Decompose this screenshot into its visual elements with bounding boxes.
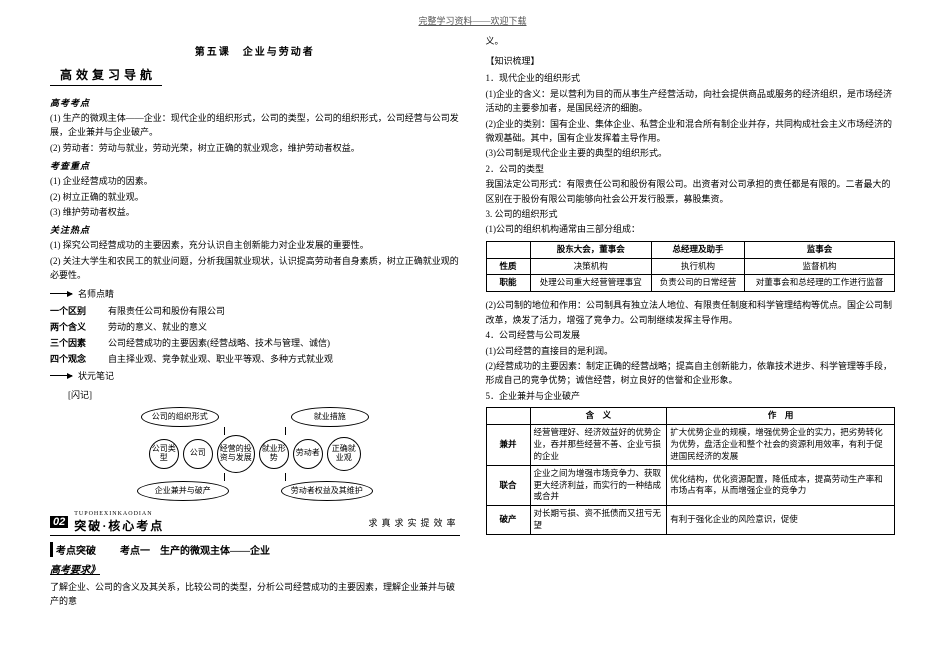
t1-h1: 股东大会，董事会 — [530, 241, 652, 258]
gz-item-2: (2) 关注大学生和农民工的就业问题，分析我国就业现状，认识提高劳动者自身素质，… — [50, 254, 460, 283]
r4: 4．公司经营与公司发展 — [486, 328, 896, 342]
arrow-icon — [50, 293, 72, 294]
gaokao-kaodian-head: 高考考点 — [50, 96, 460, 109]
r1-1: (1)企业的含义：是以营利为目的而从事生产经营活动，向社会提供商品或服务的经济组… — [486, 87, 896, 116]
gaokao-yaoqiu: 高考要求》 — [50, 561, 460, 576]
r5: 5．企业兼并与企业破产 — [486, 389, 896, 403]
section-bar: 02 TUPOHEXINKAODIAN 突破·核心考点 求真求实提效率 — [50, 511, 460, 536]
t1-r1b: 执行机构 — [652, 258, 745, 275]
kaocha-zhongdian-head: 考查重点 — [50, 159, 460, 172]
brief-row-4: 四个观念 自主择业观、竞争就业观、职业平等观、多种方式就业观 — [50, 352, 460, 365]
t2-r1b: 扩大优势企业的规模，增强优势企业的实力，把劣势转化为优势，盘活企业和整个社会的资… — [667, 424, 895, 465]
diagram-c2: 公司 — [183, 439, 213, 469]
r4-2: (2)经营成功的主要因素：制定正确的经营战略；提高自主创新能力，依靠技术进步、科… — [486, 359, 896, 388]
t2-r3b: 有利于强化企业的风险意识，促使 — [667, 506, 895, 535]
t1-r1c: 监督机构 — [745, 258, 895, 275]
r1-2: (2)企业的类别：国有企业、集体企业、私营企业和混合所有制企业并存，共同构成社会… — [486, 117, 896, 146]
t1-r2b: 负责公司的日常经营 — [652, 275, 745, 292]
r1-3: (3)公司制是现代企业主要的典型的组织形式。 — [486, 146, 896, 160]
gk-item-2: (2) 劳动者：劳动与就业，劳动光荣，树立正确的就业观念，维护劳动者权益。 — [50, 141, 460, 155]
t2-r1l: 兼并 — [486, 424, 530, 465]
t1-h3: 监事会 — [745, 241, 895, 258]
brief-right-4: 自主择业观、竞争就业观、职业平等观、多种方式就业观 — [108, 352, 333, 365]
kaodian-row: 考点突破 考点一 生产的微观主体——企业 — [50, 542, 460, 557]
diagram-c4: 就业形势 — [259, 439, 289, 469]
nav-title: 高效复习导航 — [50, 66, 162, 86]
r3: 3. 公司的组织形式 — [486, 207, 896, 221]
diagram-c5: 劳动者 — [293, 439, 323, 469]
kaodian-title: 考点一 生产的微观主体——企业 — [120, 542, 270, 557]
diagram-c3: 经营的投资与发展 — [217, 435, 255, 473]
two-column-layout: 第五课 企业与劳动者 高效复习导航 高考考点 (1) 生产的微观主体——企业：现… — [0, 33, 945, 619]
merge-table: 含 义 作 用 兼并 经营管理好、经济效益好的优势企业，吞并那些经营不善、企业亏… — [486, 407, 896, 535]
kz-item-2: (2) 树立正确的就业观。 — [50, 190, 460, 204]
brief-left-1: 一个区别 — [50, 304, 86, 317]
brief-left-3: 三个因素 — [50, 336, 86, 349]
left-column: 第五课 企业与劳动者 高效复习导航 高考考点 (1) 生产的微观主体——企业：现… — [50, 33, 460, 609]
t1-r1l: 性质 — [486, 258, 530, 275]
brief-row-1: 一个区别 有限责任公司和股份有限公司 — [50, 304, 460, 317]
t1-r2l: 职能 — [486, 275, 530, 292]
section-cn: 突破·核心考点 — [74, 517, 164, 534]
page-header: 完整学习资料——欢迎下载 — [0, 0, 945, 33]
kaodian-label: 考点突破 — [50, 542, 96, 557]
diagram-top-2: 就业措施 — [291, 407, 369, 427]
t2-r3a: 对长期亏损、资不抵债而又扭亏无望 — [530, 506, 667, 535]
r1: 1．现代企业的组织形式 — [486, 71, 896, 85]
brief-right-2: 劳动的意义、就业的意义 — [108, 320, 207, 333]
t2-r1a: 经营管理好、经济效益好的优势企业，吞并那些经营不善、企业亏损的企业 — [530, 424, 667, 465]
t2-h1: 含 义 — [530, 408, 667, 425]
t2-r2a: 企业之间为增强市场竞争力、获取更大经济利益，而实行的一种结成或合并 — [530, 465, 667, 506]
cont-yi: 义。 — [486, 34, 896, 48]
brief-right-3: 公司经营成功的主要因素(经营战略、技术与管理、诚信) — [108, 336, 330, 349]
t1-r1a: 决策机构 — [530, 258, 652, 275]
mingshi-label: 名师点睛 — [78, 287, 114, 300]
diagram-c6: 正确就业观 — [327, 437, 361, 471]
brief-left-2: 两个含义 — [50, 320, 86, 333]
brief-left-4: 四个观念 — [50, 352, 86, 365]
guanzhu-redian-head: 关注热点 — [50, 223, 460, 236]
zhuangyuan-row: 状元笔记 — [50, 369, 460, 382]
section-num: 02 — [50, 516, 68, 528]
section-right: 求真求实提效率 — [368, 516, 459, 529]
diagram-bot-1: 企业兼并与破产 — [137, 481, 229, 501]
org-table: 股东大会，董事会 总经理及助手 监事会 性质 决策机构 执行机构 监督机构 职能… — [486, 241, 896, 293]
brief-row-3: 三个因素 公司经营成功的主要因素(经营战略、技术与管理、诚信) — [50, 336, 460, 349]
t1-r2a: 处理公司重大经营管理事宜 — [530, 275, 652, 292]
brief-row-2: 两个含义 劳动的意义、就业的意义 — [50, 320, 460, 333]
r2-1: 我国法定公司形式：有限责任公司和股份有限公司。出资者对公司承担的责任都是有限的。… — [486, 177, 896, 206]
diagram-bot-2: 劳动者权益及其维护 — [281, 481, 373, 501]
arrow-icon — [50, 375, 72, 376]
kz-item-1: (1) 企业经营成功的因素。 — [50, 174, 460, 188]
t2-r2b: 优化结构，优化资源配置，降低成本，提高劳动生产率和市场占有率，从而增强企业的竞争… — [667, 465, 895, 506]
r2: 2．公司的类型 — [486, 162, 896, 176]
gk-item-1: (1) 生产的微观主体——企业：现代企业的组织形式，公司的类型，公司的组织形式，… — [50, 111, 460, 140]
lesson-title: 第五课 企业与劳动者 — [50, 43, 460, 58]
t1-h2: 总经理及助手 — [652, 241, 745, 258]
section-pinyin: TUPOHEXINKAODIAN — [74, 511, 164, 517]
right-column: 义。 【知识梳理】 1．现代企业的组织形式 (1)企业的含义：是以营利为目的而从… — [486, 33, 896, 609]
brief-right-1: 有限责任公司和股份有限公司 — [108, 304, 225, 317]
t2-r2l: 联合 — [486, 465, 530, 506]
gaokao-yaoqiu-text: 了解企业、公司的含义及其关系，比较公司的类型，分析公司经营成功的主要因素，理解企… — [50, 580, 460, 609]
flash-label: [闪记] — [68, 388, 460, 401]
t1-r2c: 对董事会和总经理的工作进行监督 — [745, 275, 895, 292]
mingshi-row: 名师点睛 — [50, 287, 460, 300]
flash-block: [闪记] — [68, 388, 460, 401]
r3-1: (1)公司的组织机构通常由三部分组成： — [486, 222, 896, 236]
r4-1: (1)公司经营的直接目的是利润。 — [486, 344, 896, 358]
t2-r3l: 破产 — [486, 506, 530, 535]
diagram-c1: 公司类型 — [149, 439, 179, 469]
kz-item-3: (3) 维护劳动者权益。 — [50, 205, 460, 219]
gz-item-1: (1) 探究公司经营成功的主要因素，充分认识自主创新能力对企业发展的重要性。 — [50, 238, 460, 252]
zhishi-shuli: 【知识梳理】 — [486, 54, 896, 67]
t2-h2: 作 用 — [667, 408, 895, 425]
zhuangyuan-label: 状元笔记 — [78, 369, 114, 382]
concept-diagram: 公司的组织形式 就业措施 公司类型 公司 经营的投资与发展 就业形势 劳动者 正… — [125, 407, 385, 501]
diagram-top-1: 公司的组织形式 — [141, 407, 219, 427]
r3-2: (2)公司制的地位和作用：公司制具有独立法人地位、有限责任制度和科学管理结构等优… — [486, 298, 896, 327]
